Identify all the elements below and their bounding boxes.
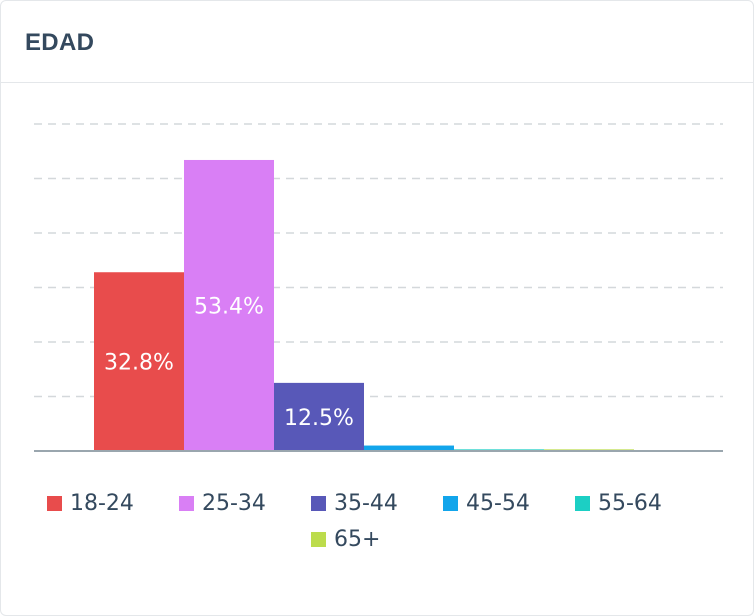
legend-item-65+[interactable]: 65+: [311, 526, 443, 552]
legend-item-45-54[interactable]: 45-54: [443, 490, 575, 516]
card-title: EDAD: [25, 28, 95, 56]
legend-label: 65+: [334, 526, 381, 552]
legend-swatch: [47, 495, 62, 511]
bar-18-24[interactable]: [94, 272, 184, 451]
bar-35-44[interactable]: [274, 382, 364, 451]
legend-item-35-44[interactable]: 35-44: [311, 490, 443, 516]
bars: [94, 159, 634, 451]
legend-item-25-34[interactable]: 25-34: [179, 490, 311, 516]
legend-swatch: [575, 495, 590, 511]
legend-label: 35-44: [334, 490, 398, 516]
value-label-18-24: 32.8%: [104, 351, 174, 376]
legend-swatch: [179, 495, 194, 511]
legend-item-55-64[interactable]: 55-64: [575, 490, 707, 516]
value-label-35-44: 12.5%: [284, 406, 354, 431]
chart-legend: 18-24 25-34 35-44 45-54 55-64 65+: [1, 490, 753, 552]
legend-label: 25-34: [202, 490, 266, 516]
legend-label: 55-64: [598, 490, 662, 516]
value-labels: 32.8% 53.4% 12.5%: [104, 294, 354, 430]
legend-label: 18-24: [70, 490, 134, 516]
legend-item-18-24[interactable]: 18-24: [47, 490, 179, 516]
bar-chart: 32.8% 53.4% 12.5%: [34, 123, 723, 452]
legend-swatch: [443, 495, 458, 511]
bar-25-34[interactable]: [184, 159, 274, 451]
legend-label: 45-54: [466, 490, 530, 516]
legend-swatch: [311, 495, 326, 511]
legend-swatch: [311, 531, 326, 547]
chart-area: 32.8% 53.4% 12.5%: [1, 84, 753, 484]
card-header: EDAD: [1, 1, 753, 83]
value-label-25-34: 53.4%: [194, 294, 264, 319]
bar-45-54[interactable]: [364, 445, 454, 451]
